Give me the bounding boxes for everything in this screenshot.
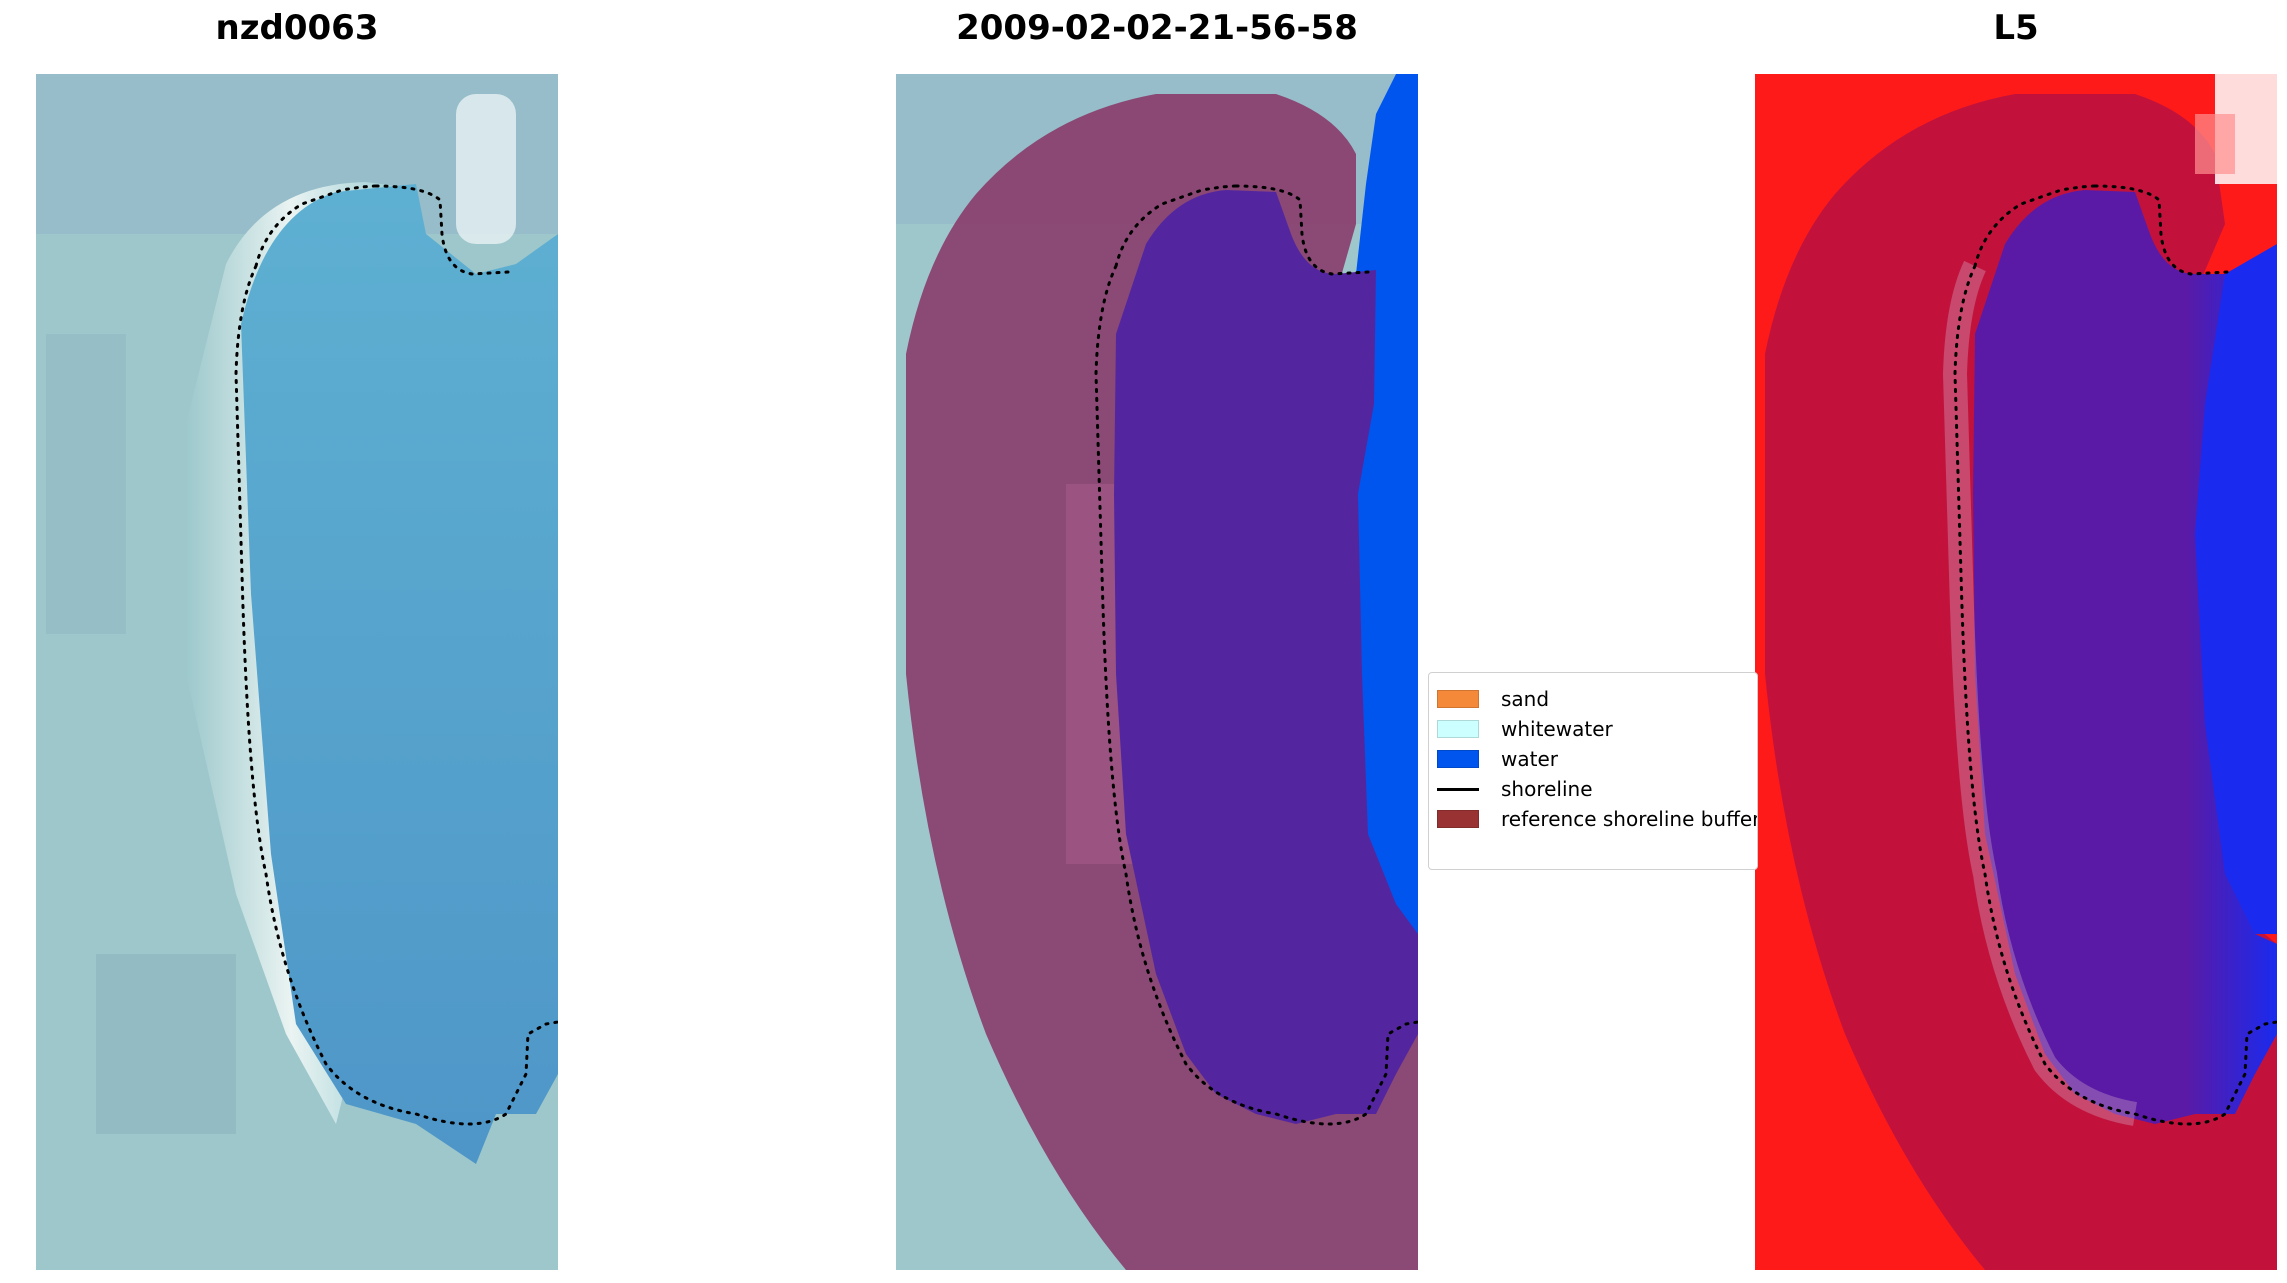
- legend-label: shoreline: [1501, 777, 1593, 801]
- legend-swatch-sand: [1437, 690, 1479, 708]
- legend-label: reference shoreline buffer: [1501, 807, 1758, 831]
- legend-swatch-water: [1437, 750, 1479, 768]
- legend-label: whitewater: [1501, 717, 1613, 741]
- index-water: [1973, 190, 2277, 1124]
- legend-label: water: [1501, 747, 1558, 771]
- legend-item-reference-buffer: reference shoreline buffer: [1437, 807, 1758, 831]
- rgb-image-panel: [36, 74, 558, 1270]
- shoreline: [234, 184, 558, 1126]
- index-panel: [1755, 74, 2277, 1270]
- panel-title-index: L5: [1993, 8, 2039, 48]
- classification-panel: [896, 74, 1418, 1270]
- legend-swatch-whitewater: [1437, 720, 1479, 738]
- legend-swatch-reference-buffer: [1437, 810, 1479, 828]
- panel-title-classification: 2009-02-02-21-56-58: [956, 8, 1358, 48]
- legend-swatch-shoreline: [1437, 787, 1479, 791]
- shoreline: [1953, 184, 2277, 1126]
- legend-item-whitewater: whitewater: [1437, 717, 1613, 741]
- legend: sand whitewater water shoreline referenc…: [1428, 672, 1758, 870]
- lagoon-water: [241, 184, 558, 1164]
- panel-title-rgb: nzd0063: [215, 8, 379, 48]
- legend-label: sand: [1501, 687, 1550, 711]
- classified-water: [1114, 190, 1418, 1124]
- shoreline: [1094, 184, 1418, 1126]
- legend-item-water: water: [1437, 747, 1558, 771]
- classification-image: [896, 74, 1418, 1270]
- legend-item-shoreline: shoreline: [1437, 777, 1593, 801]
- legend-item-sand: sand: [1437, 687, 1549, 711]
- index-image: [1755, 74, 2277, 1270]
- rgb-image: [36, 74, 558, 1270]
